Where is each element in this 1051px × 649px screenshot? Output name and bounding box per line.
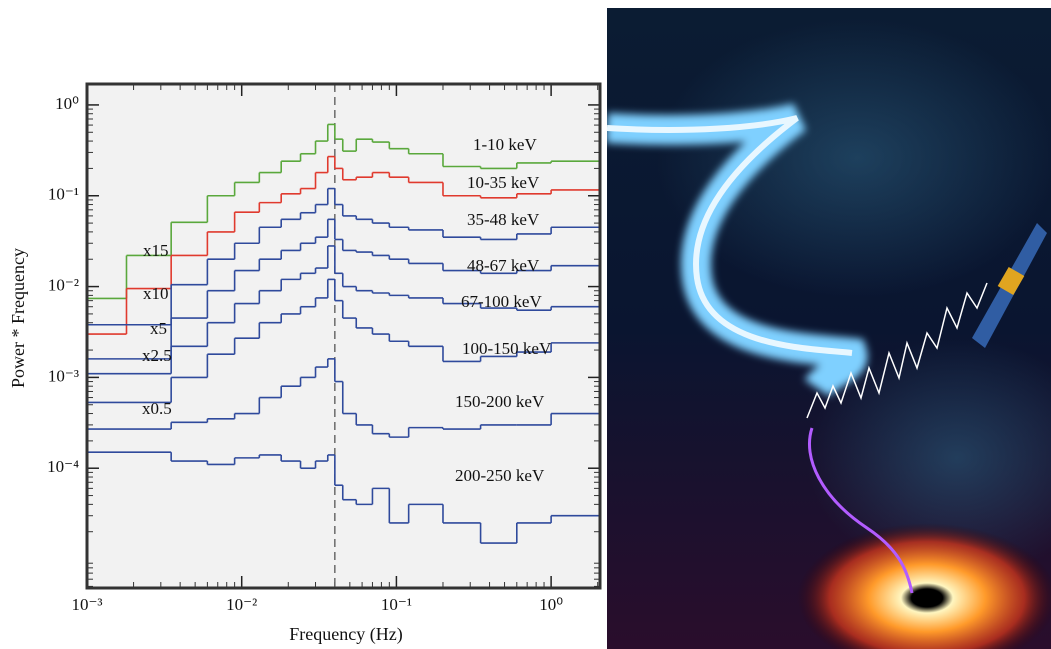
y-tick-label: 10⁻⁴ bbox=[47, 457, 79, 476]
y-tick-label: 10⁰ bbox=[55, 94, 79, 113]
series-label: 200-250 keV bbox=[455, 466, 545, 485]
series-label: 10-35 keV bbox=[467, 173, 540, 192]
page: Frequency (Hz) Power * Frequency 10⁻³ 10⁻… bbox=[0, 0, 1051, 649]
series-label: 48-67 keV bbox=[467, 256, 540, 275]
x-tick-label: 10⁰ bbox=[539, 595, 563, 614]
x-axis-title: Frequency (Hz) bbox=[289, 624, 402, 645]
series-label: 100-150 keV bbox=[462, 339, 552, 358]
scale-annotation: x15 bbox=[143, 241, 169, 260]
y-tick-label: 10⁻² bbox=[48, 275, 79, 294]
scale-annotation: x2.5 bbox=[142, 346, 172, 365]
chart: Frequency (Hz) Power * Frequency 10⁻³ 10⁻… bbox=[0, 0, 605, 649]
y-tick-label: 10⁻¹ bbox=[48, 185, 79, 204]
x-tick-label: 10⁻¹ bbox=[381, 595, 412, 614]
series-label: 1-10 keV bbox=[473, 135, 537, 154]
x-tick-label: 10⁻³ bbox=[71, 595, 102, 614]
y-axis-title: Power * Frequency bbox=[8, 248, 28, 388]
x-tick-label: 10⁻² bbox=[226, 595, 257, 614]
y-tick-label: 10⁻³ bbox=[48, 366, 79, 385]
scale-annotation: x10 bbox=[143, 284, 169, 303]
nebula bbox=[657, 18, 1051, 298]
series-label: 150-200 keV bbox=[455, 392, 545, 411]
illustration bbox=[607, 8, 1051, 649]
scale-annotation: x0.5 bbox=[142, 399, 172, 418]
series-label: 67-100 keV bbox=[461, 292, 542, 311]
scale-annotation: x5 bbox=[150, 319, 167, 338]
series-label: 35-48 keV bbox=[467, 210, 540, 229]
